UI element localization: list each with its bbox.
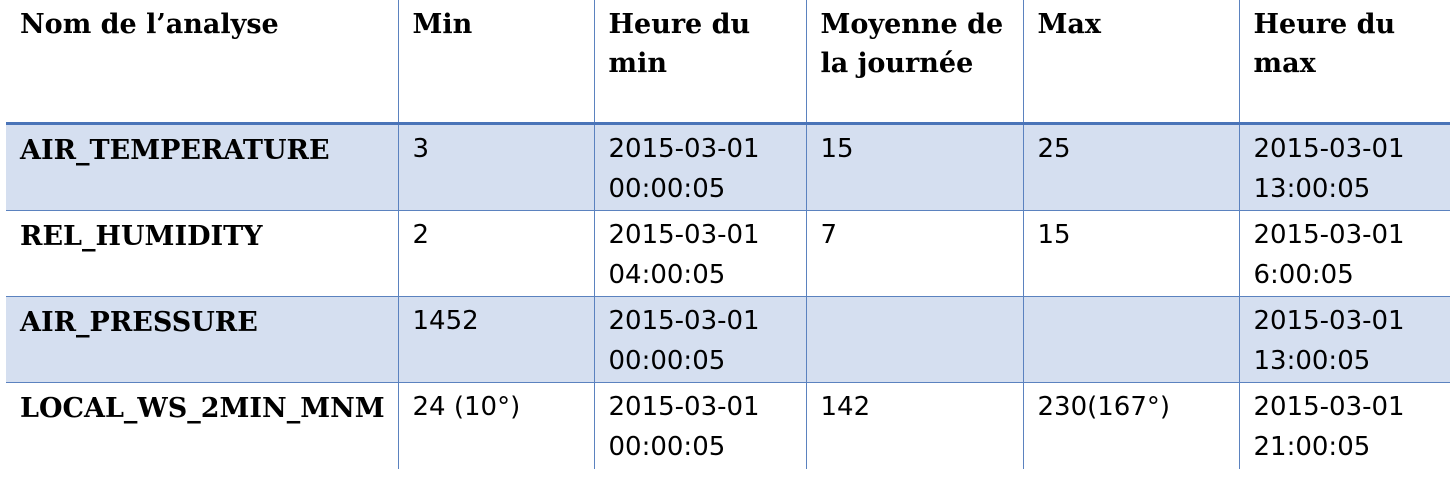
header-daily-mean: Moyenne de la journée (805, 0, 1024, 125)
cell-daily-mean: 142 (805, 382, 1024, 469)
table-row: LOCAL_WS_2MIN_MNM 24 (10°) 2015-03-01 00… (6, 382, 1450, 469)
cell-max-time: 2015-03-01 13:00:05 (1238, 296, 1450, 383)
cell-max-time: 2015-03-01 21:00:05 (1238, 382, 1450, 469)
cell-max-time: 2015-03-01 6:00:05 (1238, 210, 1450, 297)
header-analysis-name: Nom de l’analyse (6, 0, 399, 125)
cell-min-time: 2015-03-01 04:00:05 (593, 210, 807, 297)
cell-max (1022, 296, 1240, 383)
cell-min: 1452 (397, 296, 595, 383)
cell-daily-mean: 15 (805, 123, 1024, 211)
cell-analysis-name: AIR_TEMPERATURE (6, 123, 399, 211)
analysis-table-container: Nom de l’analyse Min Heure du min Moyenn… (6, 0, 1450, 469)
cell-min: 24 (10°) (397, 382, 595, 469)
cell-min-time: 2015-03-01 00:00:05 (593, 382, 807, 469)
cell-min: 3 (397, 123, 595, 211)
table-row: AIR_PRESSURE 1452 2015-03-01 00:00:05 20… (6, 296, 1450, 383)
cell-max-time: 2015-03-01 13:00:05 (1238, 123, 1450, 211)
cell-min: 2 (397, 210, 595, 297)
cell-min-time: 2015-03-01 00:00:05 (593, 123, 807, 211)
cell-max: 25 (1022, 123, 1240, 211)
header-max: Max (1022, 0, 1240, 125)
table-header-row: Nom de l’analyse Min Heure du min Moyenn… (6, 0, 1450, 125)
header-min: Min (397, 0, 595, 125)
cell-daily-mean: 7 (805, 210, 1024, 297)
table-row: REL_HUMIDITY 2 2015-03-01 04:00:05 7 15 … (6, 210, 1450, 297)
table-row: AIR_TEMPERATURE 3 2015-03-01 00:00:05 15… (6, 123, 1450, 211)
analysis-summary-table: Nom de l’analyse Min Heure du min Moyenn… (6, 0, 1450, 469)
cell-min-time: 2015-03-01 00:00:05 (593, 296, 807, 383)
cell-analysis-name: LOCAL_WS_2MIN_MNM (6, 382, 399, 469)
header-min-time: Heure du min (593, 0, 807, 125)
cell-max: 230(167°) (1022, 382, 1240, 469)
header-max-time: Heure du max (1238, 0, 1450, 125)
cell-max: 15 (1022, 210, 1240, 297)
cell-analysis-name: AIR_PRESSURE (6, 296, 399, 383)
cell-analysis-name: REL_HUMIDITY (6, 210, 399, 297)
cell-daily-mean (805, 296, 1024, 383)
